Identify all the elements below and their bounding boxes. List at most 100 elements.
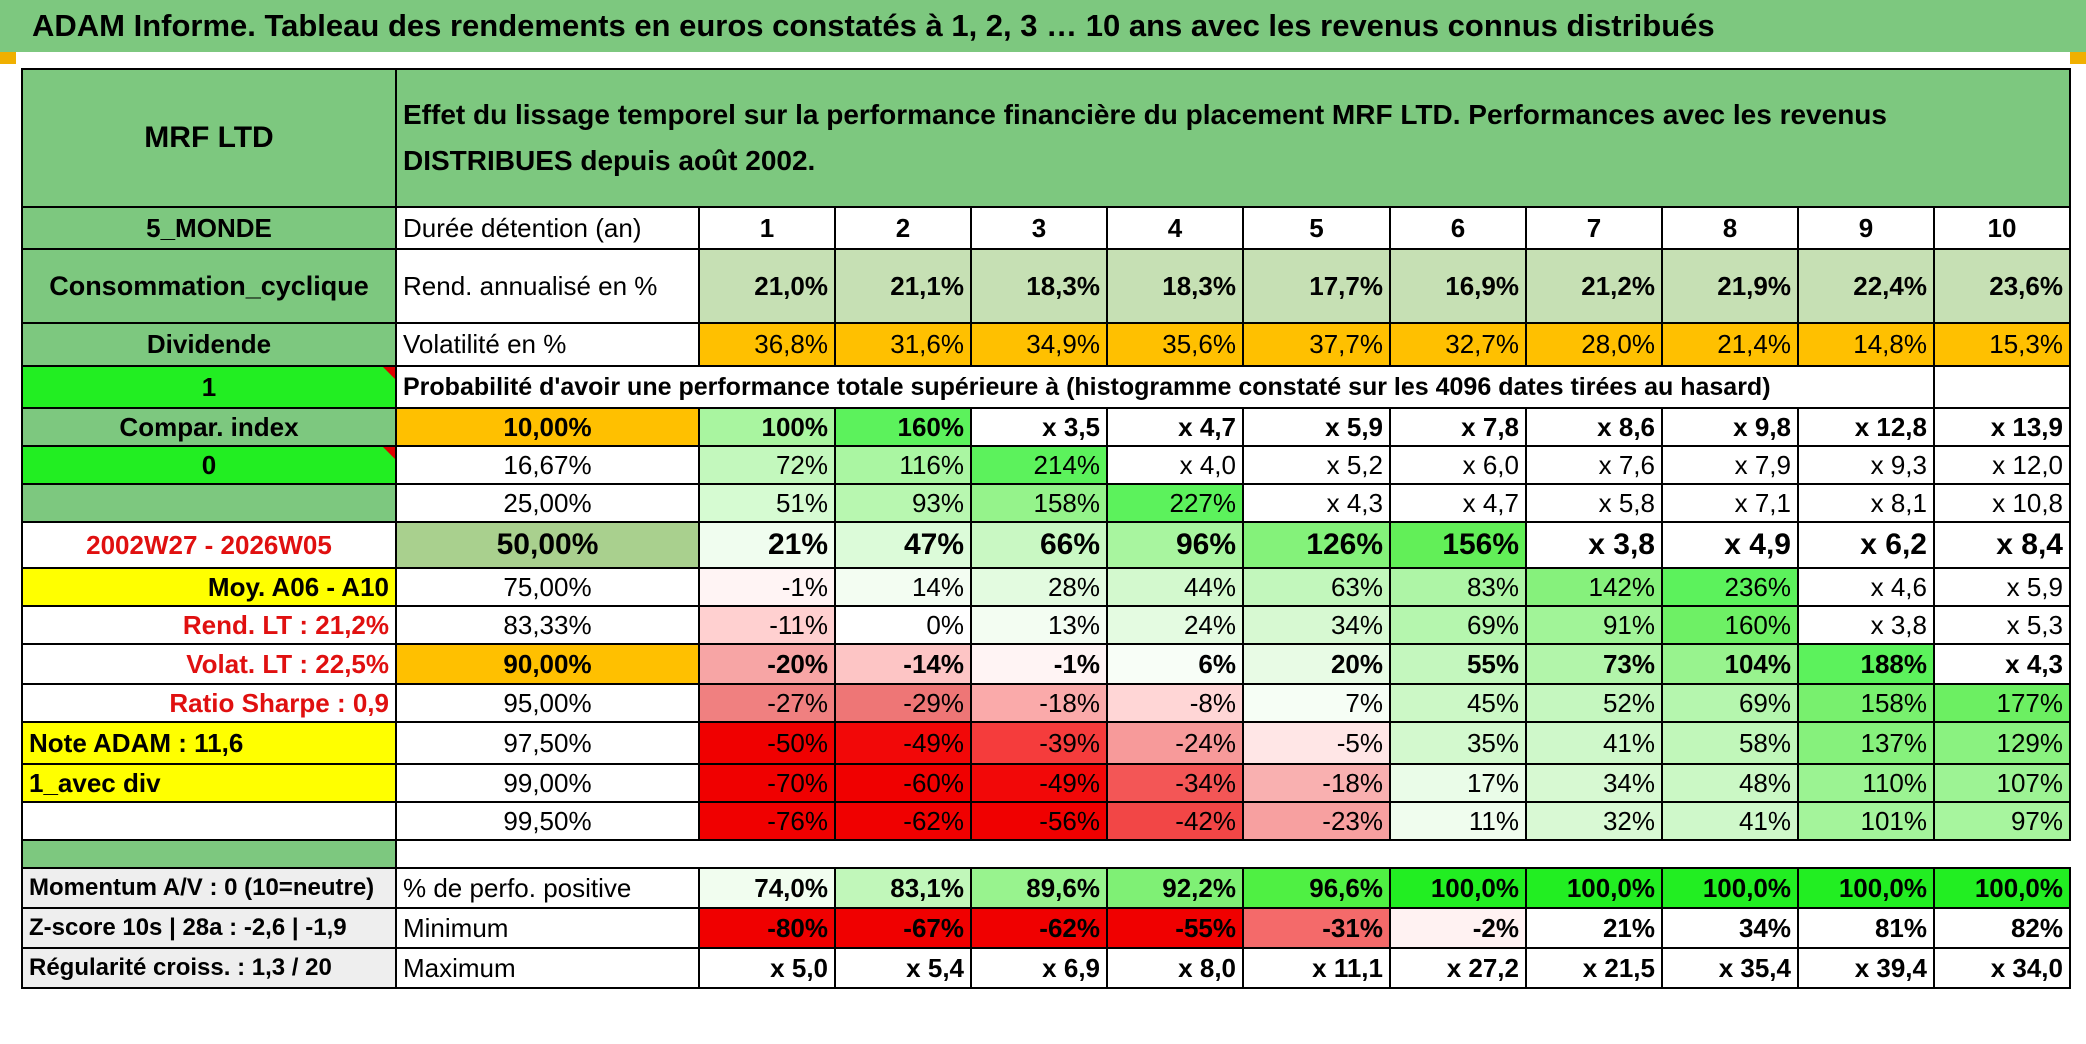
probability-cell: 34% — [1242, 605, 1391, 645]
probability-cell: 17% — [1389, 763, 1527, 803]
threshold-cell: 16,67% — [395, 445, 700, 485]
summary-label: Minimum — [395, 907, 700, 949]
compar-index-value: 0 — [21, 445, 397, 485]
rend-cell: 17,7% — [1242, 248, 1391, 324]
summary-label: Maximum — [395, 947, 700, 989]
moy-label: Moy. A06 - A10 — [21, 567, 397, 607]
summary-cell: -31% — [1242, 907, 1391, 949]
vol-cell: 14,8% — [1797, 322, 1935, 367]
probability-cell: 6% — [1106, 643, 1244, 685]
probability-cell: -29% — [834, 683, 972, 723]
summary-cell: x 27,2 — [1389, 947, 1527, 989]
probability-cell: 72% — [698, 445, 836, 485]
summary-row: Momentum A/V : 0 (10=neutre)% de perfo. … — [21, 867, 2071, 909]
probability-cell: -24% — [1106, 721, 1244, 765]
probability-cell: x 5,8 — [1525, 483, 1663, 523]
probability-cell: x 7,8 — [1389, 407, 1527, 447]
summary-cell: 74,0% — [698, 867, 836, 909]
probability-cell: 28% — [970, 567, 1108, 607]
vol-cell: 28,0% — [1525, 322, 1663, 367]
probability-row: 2002W27 - 2026W05 50,00% 21% 47% 66% 96% 126% 1… — [21, 521, 2071, 569]
probability-cell: 236% — [1661, 567, 1799, 607]
probability-cell: x 13,9 — [1933, 407, 2071, 447]
probability-cell: 97% — [1933, 801, 2071, 841]
probability-cell: 51% — [698, 483, 836, 523]
year-header: 2 — [834, 206, 972, 250]
probability-cell: 126% — [1242, 521, 1391, 569]
year-header: 5 — [1242, 206, 1391, 250]
probability-cell: x 4,0 — [1106, 445, 1244, 485]
rend-label: Rend. annualisé en % — [395, 248, 700, 324]
empty-left-cell — [21, 801, 397, 841]
probability-row: 1_avec div 99,00% -70% -60% -49% -34% -18% 17% 3… — [21, 763, 2071, 803]
probability-cell: 83% — [1389, 567, 1527, 607]
sector-label: Consommation_cyclique — [21, 248, 397, 324]
vol-cell: 35,6% — [1106, 322, 1244, 367]
probability-cell: x 9,8 — [1661, 407, 1799, 447]
summary-row: Régularité croiss. : 1,3 / 20 Maximum x 5,… — [21, 947, 2071, 989]
period-label: 2002W27 - 2026W05 — [21, 521, 397, 569]
probability-cell: 55% — [1389, 643, 1527, 685]
summary-cell: 83,1% — [834, 867, 972, 909]
rend-lt-label: Rend. LT : 21,2% — [21, 605, 397, 645]
probability-cell: -8% — [1106, 683, 1244, 723]
summary-cell: 82% — [1933, 907, 2071, 949]
probability-cell: x 4,3 — [1933, 643, 2071, 685]
probability-cell: -62% — [834, 801, 972, 841]
threshold-cell: 99,00% — [395, 763, 700, 803]
summary-cell: 21% — [1525, 907, 1663, 949]
probability-cell: 21% — [698, 521, 836, 569]
threshold-cell: 90,00% — [395, 643, 700, 685]
summary-cell: x 5,4 — [834, 947, 972, 989]
probability-cell: 158% — [970, 483, 1108, 523]
rend-cell: 21,0% — [698, 248, 836, 324]
rend-cell: 21,1% — [834, 248, 972, 324]
region-label: 5_MONDE — [21, 206, 397, 250]
probability-row: 25,00% 51% 93% 158% 227% x 4,3 x 4,7 x 5,8 x 7,1… — [21, 483, 2071, 523]
summary-cell: 100,0% — [1797, 867, 1935, 909]
probability-row: Rend. LT : 21,2% 83,33% -11% 0% 13% 24% 34% 69%… — [21, 605, 2071, 645]
summary-cell: -80% — [698, 907, 836, 949]
threshold-cell: 99,50% — [395, 801, 700, 841]
probability-cell: 58% — [1661, 721, 1799, 765]
probability-cell: 48% — [1661, 763, 1799, 803]
duration-label: Durée détention (an) — [395, 206, 700, 250]
summary-row: Z-score 10s | 28a : -2,6 | -1,9 Minimum -8… — [21, 907, 2071, 949]
summary-cell: 89,6% — [970, 867, 1108, 909]
rend-cell: 21,2% — [1525, 248, 1663, 324]
probability-cell: -14% — [834, 643, 972, 685]
probability-cell: -18% — [1242, 763, 1391, 803]
probability-cell: 188% — [1797, 643, 1935, 685]
probability-cell: -1% — [970, 643, 1108, 685]
probability-cell: 73% — [1525, 643, 1663, 685]
probability-cell: 35% — [1389, 721, 1527, 765]
selector-value[interactable]: 1 — [21, 365, 397, 409]
probability-cell: 96% — [1106, 521, 1244, 569]
probability-cell: x 8,6 — [1525, 407, 1663, 447]
vol-cell: 31,6% — [834, 322, 972, 367]
probability-cell: -27% — [698, 683, 836, 723]
summary-cell: x 35,4 — [1661, 947, 1799, 989]
year-header: 8 — [1661, 206, 1799, 250]
summary-cell: 92,2% — [1106, 867, 1244, 909]
vol-cell: 15,3% — [1933, 322, 2071, 367]
spacer-left — [21, 839, 397, 869]
probability-cell: 11% — [1389, 801, 1527, 841]
probability-cell: x 4,7 — [1106, 407, 1244, 447]
probability-cell: 93% — [834, 483, 972, 523]
probability-cell: -34% — [1106, 763, 1244, 803]
probability-row: 99,50% -76% -62% -56% -42% -23% 11% 32% 41% 101% 9… — [21, 801, 2071, 841]
probability-cell: -23% — [1242, 801, 1391, 841]
probability-row: Ratio Sharpe : 0,9 95,00% -27% -29% -18% -8% 7… — [21, 683, 2071, 723]
summary-cell: 100,0% — [1661, 867, 1799, 909]
threshold-cell: 83,33% — [395, 605, 700, 645]
probability-cell: 34% — [1525, 763, 1663, 803]
probability-row: Volat. LT : 22,5% 90,00% -20% -14% -1% 6% 20% 5… — [21, 643, 2071, 685]
fund-name: MRF LTD — [21, 68, 397, 208]
summary-cell: x 21,5 — [1525, 947, 1663, 989]
probability-cell: 158% — [1797, 683, 1935, 723]
avec-div-label: 1_avec div — [21, 763, 397, 803]
probability-cell: x 9,3 — [1797, 445, 1935, 485]
probability-cell: 160% — [834, 407, 972, 447]
probability-cell: -76% — [698, 801, 836, 841]
